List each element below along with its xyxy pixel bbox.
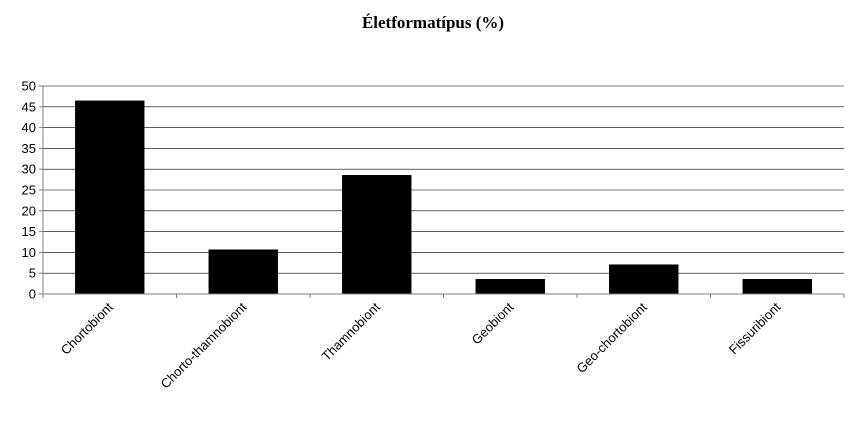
bar-fissuribiont (742, 279, 812, 294)
x-category-label: Fissuribiont (726, 299, 784, 357)
y-tick-label: 25 (22, 183, 36, 198)
y-tick-label: 45 (22, 99, 36, 114)
bar-chortobiont (75, 100, 145, 294)
y-tick-label: 50 (22, 79, 36, 94)
y-tick-labels: 0 5 10 15 20 25 30 35 40 45 50 (22, 79, 36, 302)
y-tick-label: 10 (22, 245, 36, 260)
y-tick-label: 15 (22, 224, 36, 239)
x-category-label: Geo-chortobiont (573, 299, 650, 376)
y-tick-label: 20 (22, 203, 36, 218)
y-tick-label: 40 (22, 120, 36, 135)
y-tick-label: 30 (22, 162, 36, 177)
x-category-label: Chorto-thamnobiont (158, 299, 250, 391)
bar-thamnobiont (342, 175, 412, 294)
y-tick-label: 35 (22, 141, 36, 156)
y-tick-label: 0 (29, 287, 36, 302)
x-category-labels: Chortobiont Chorto-thamnobiont Thamnobiont… (58, 299, 784, 391)
gridlines (43, 85, 844, 274)
y-tick-label: 5 (29, 266, 36, 281)
bar-geo-chortobiont (609, 264, 679, 294)
chart-title: Életformatípus (%) (362, 13, 504, 32)
bar-chorto-thamnobiont (208, 249, 278, 294)
axes (39, 85, 845, 298)
x-category-label: Geobiont (468, 299, 516, 347)
x-category-label: Thamnobiont (319, 299, 384, 364)
x-category-label: Chortobiont (58, 299, 116, 357)
bars (75, 100, 812, 294)
bar-geobiont (475, 279, 545, 294)
